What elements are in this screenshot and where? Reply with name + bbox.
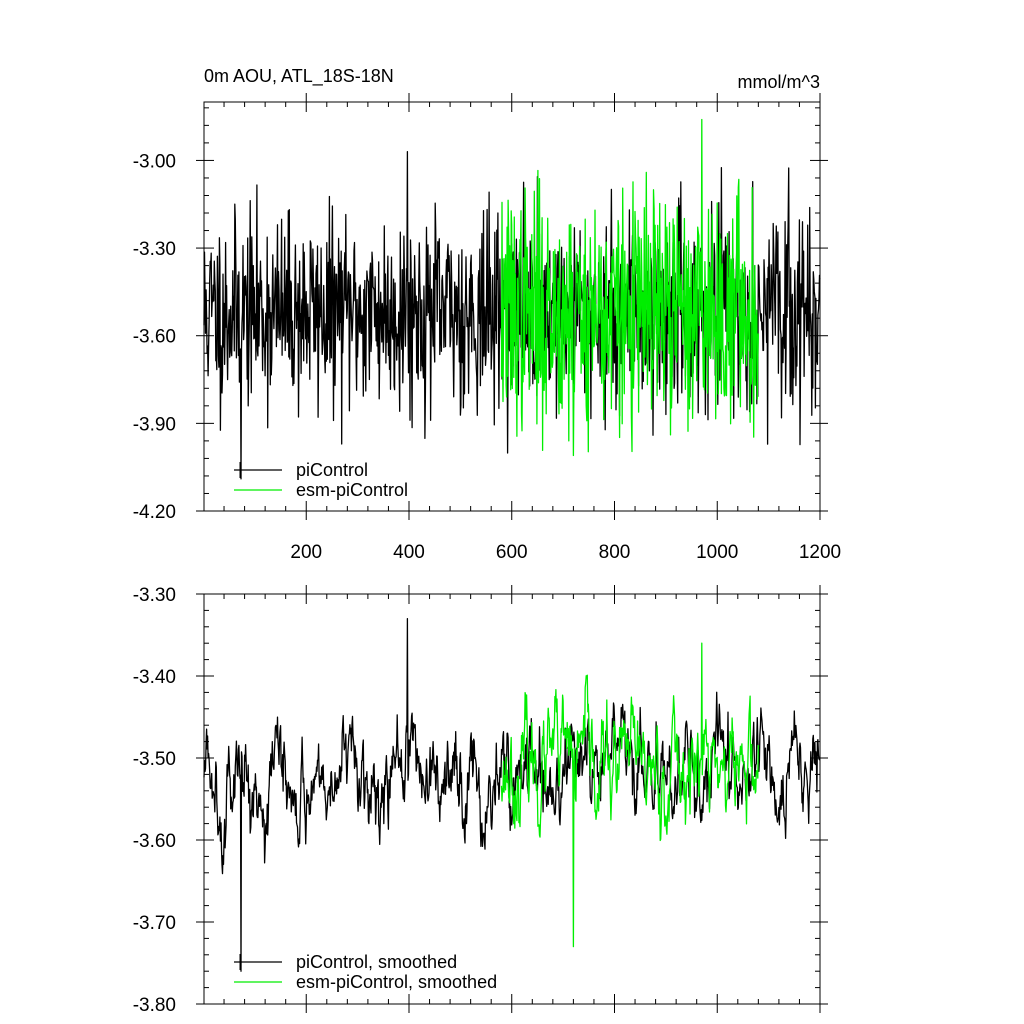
chart-title: 0m AOU, ATL_18S-18N	[204, 66, 394, 87]
y-tick-label: -3.60	[133, 327, 176, 348]
x-tick-label: 800	[599, 542, 631, 563]
units-label: mmol/m^3	[738, 72, 820, 92]
series-line-esm-picontrol	[500, 118, 759, 457]
y-tick-label: -3.60	[133, 831, 176, 852]
series-line-esm-picontrol-smoothed	[500, 642, 759, 948]
x-tick-label: 600	[496, 542, 528, 563]
x-tick-label: 400	[393, 542, 425, 563]
top-axis-ticks: -4.20 -3.90 -3.60 -3.30 -3.00 200 400 600 800 100…	[133, 93, 841, 563]
bottom-series-group	[203, 617, 821, 972]
top-legend: piControl esm-piControl	[234, 460, 408, 500]
y-tick-label: -3.70	[133, 913, 176, 934]
y-tick-label: -3.30	[133, 585, 176, 606]
legend-label-picontrol: piControl	[296, 460, 368, 480]
y-tick-label: -3.30	[133, 239, 176, 260]
series-line-picontrol-smoothed	[203, 617, 821, 972]
bottom-legend: piControl, smoothed esm-piControl, smoot…	[234, 952, 497, 992]
x-tick-label: 1000	[696, 542, 738, 563]
legend-label-esm-picontrol-smoothed: esm-piControl, smoothed	[296, 972, 497, 992]
legend-label-picontrol-smoothed: piControl, smoothed	[296, 952, 457, 972]
y-tick-label: -3.90	[133, 414, 176, 435]
legend-label-esm-picontrol: esm-piControl	[296, 480, 408, 500]
x-tick-label: 200	[290, 542, 322, 563]
y-tick-label: -3.00	[133, 151, 176, 172]
x-tick-label: 1200	[799, 542, 841, 563]
raw-aou-panel: 0m AOU, ATL_18S-18N mmol/m^3 -4.20-3.90-…	[133, 66, 841, 563]
y-tick-label: -3.50	[133, 749, 176, 770]
y-tick-label: -3.80	[133, 995, 176, 1016]
smoothed-aou-panel: -3.80 -3.70 -3.60 -3.50 -3.40 -3.30 piControl…	[133, 585, 828, 1016]
bottom-axis-ticks: -3.80 -3.70 -3.60 -3.50 -3.40 -3.30	[133, 585, 828, 1016]
y-tick-label: -4.20	[133, 502, 176, 523]
y-tick-label: -3.40	[133, 667, 176, 688]
top-series-group	[203, 118, 821, 480]
